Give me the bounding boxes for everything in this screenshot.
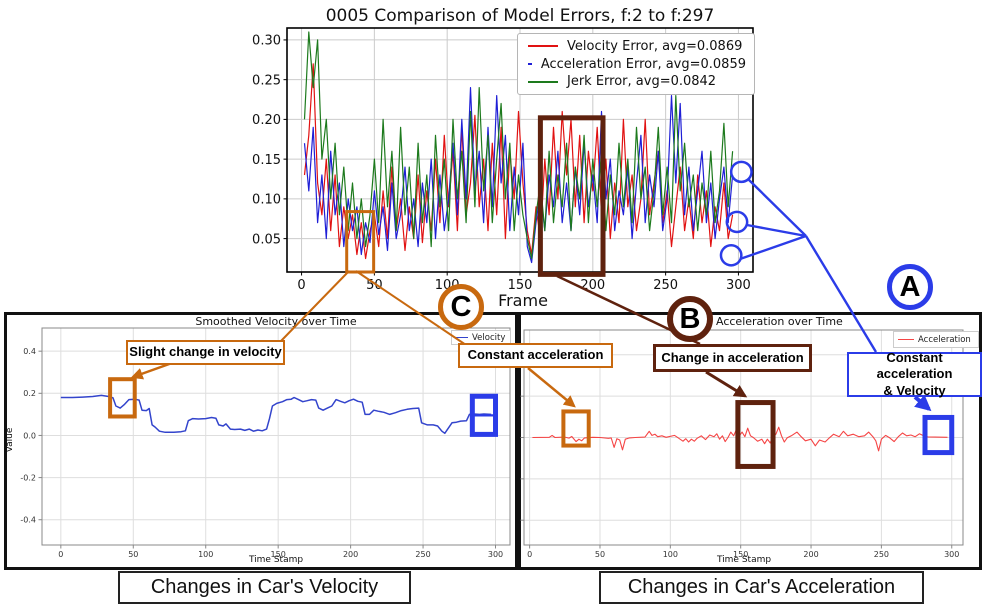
- orange-connector-lines: [130, 270, 576, 408]
- svg-text:250: 250: [653, 278, 678, 293]
- svg-text:0: 0: [527, 550, 532, 559]
- change-in-acceleration-label: Change in acceleration: [653, 344, 812, 372]
- constant-accel-velocity-line2: & Velocity: [883, 382, 946, 398]
- marker-circle-b: B: [667, 296, 713, 342]
- svg-text:300: 300: [726, 278, 751, 293]
- constant-acceleration-text: Constant acceleration: [467, 347, 604, 363]
- svg-text:0.0: 0.0: [23, 431, 36, 440]
- slight-change-velocity-label: Slight change in velocity: [126, 340, 285, 365]
- svg-text:250: 250: [874, 550, 889, 559]
- legend-item: Jerk Error, avg=0.0842: [528, 73, 746, 90]
- legend-item: Velocity Error, avg=0.0869: [528, 38, 746, 55]
- svg-text:Smoothed Velocity over Time: Smoothed Velocity over Time: [195, 315, 357, 328]
- svg-text:0.05: 0.05: [252, 232, 281, 247]
- legend-label: Acceleration Error, avg=0.0859: [540, 56, 746, 72]
- svg-text:-0.4: -0.4: [20, 516, 36, 525]
- velocity-caption: Changes in Car's Velocity: [118, 571, 411, 604]
- svg-text:0.30: 0.30: [252, 34, 281, 49]
- svg-text:0.2: 0.2: [23, 389, 36, 398]
- slight-change-velocity-text: Slight change in velocity: [129, 344, 282, 360]
- svg-text:Frame: Frame: [498, 291, 548, 310]
- marker-circle-a: A: [887, 264, 933, 310]
- svg-text:150: 150: [508, 278, 533, 293]
- acceleration-chart-legend: Acceleration: [893, 331, 979, 348]
- svg-text:150: 150: [271, 550, 286, 559]
- svg-text:0: 0: [58, 550, 63, 559]
- svg-text:50: 50: [128, 550, 138, 559]
- legend-label: Velocity Error, avg=0.0869: [567, 38, 743, 54]
- svg-text:250: 250: [415, 550, 430, 559]
- marker-circle-c: C: [438, 284, 484, 330]
- legend-item: Acceleration Error, avg=0.0859: [528, 56, 746, 73]
- svg-text:Time Stamp: Time Stamp: [248, 555, 303, 565]
- svg-text:0.10: 0.10: [252, 193, 281, 208]
- svg-text:150: 150: [733, 550, 748, 559]
- svg-text:0.4: 0.4: [23, 347, 36, 356]
- change-in-acceleration-text: Change in acceleration: [661, 349, 804, 365]
- svg-text:Acceleration over Time: Acceleration over Time: [716, 315, 843, 328]
- legend-label: Velocity: [472, 332, 506, 343]
- svg-text:Time Stamp: Time Stamp: [716, 555, 771, 565]
- legend-line-swatch: [528, 80, 558, 83]
- svg-text:100: 100: [198, 550, 213, 559]
- svg-text:-0.2: -0.2: [20, 473, 36, 482]
- svg-text:100: 100: [663, 550, 678, 559]
- svg-text:200: 200: [343, 550, 358, 559]
- brown-connector-lines: [556, 274, 748, 398]
- svg-text:300: 300: [944, 550, 959, 559]
- legend-item: Acceleration: [898, 335, 971, 345]
- constant-accel-velocity-label: Constant acceleration & Velocity: [847, 350, 982, 398]
- constant-accel-velocity-line1: Constant acceleration: [876, 350, 953, 382]
- blue-connector-lines: [739, 178, 932, 412]
- svg-text:50: 50: [595, 550, 605, 559]
- svg-text:200: 200: [803, 550, 818, 559]
- top-chart-legend: Velocity Error, avg=0.0869 Acceleration E…: [517, 33, 755, 95]
- svg-text:Value: Value: [5, 427, 15, 452]
- legend-label: Acceleration: [918, 334, 971, 345]
- legend-line-swatch: [528, 63, 532, 65]
- legend-label: Jerk Error, avg=0.0842: [567, 74, 717, 90]
- acceleration-caption: Changes in Car's Acceleration: [599, 571, 924, 604]
- legend-line-swatch: [898, 339, 914, 340]
- svg-text:300: 300: [488, 550, 503, 559]
- legend-line-swatch: [528, 45, 558, 48]
- constant-acceleration-label: Constant acceleration: [458, 343, 613, 368]
- svg-text:0: 0: [297, 278, 305, 293]
- svg-text:0.20: 0.20: [252, 113, 281, 128]
- svg-text:0.25: 0.25: [252, 73, 281, 88]
- legend-line-swatch: [455, 337, 468, 338]
- legend-item: Velocity: [455, 333, 505, 343]
- svg-text:0005 Comparison of Model Error: 0005 Comparison of Model Errors, f:2 to …: [326, 6, 715, 26]
- svg-text:0.15: 0.15: [252, 153, 281, 168]
